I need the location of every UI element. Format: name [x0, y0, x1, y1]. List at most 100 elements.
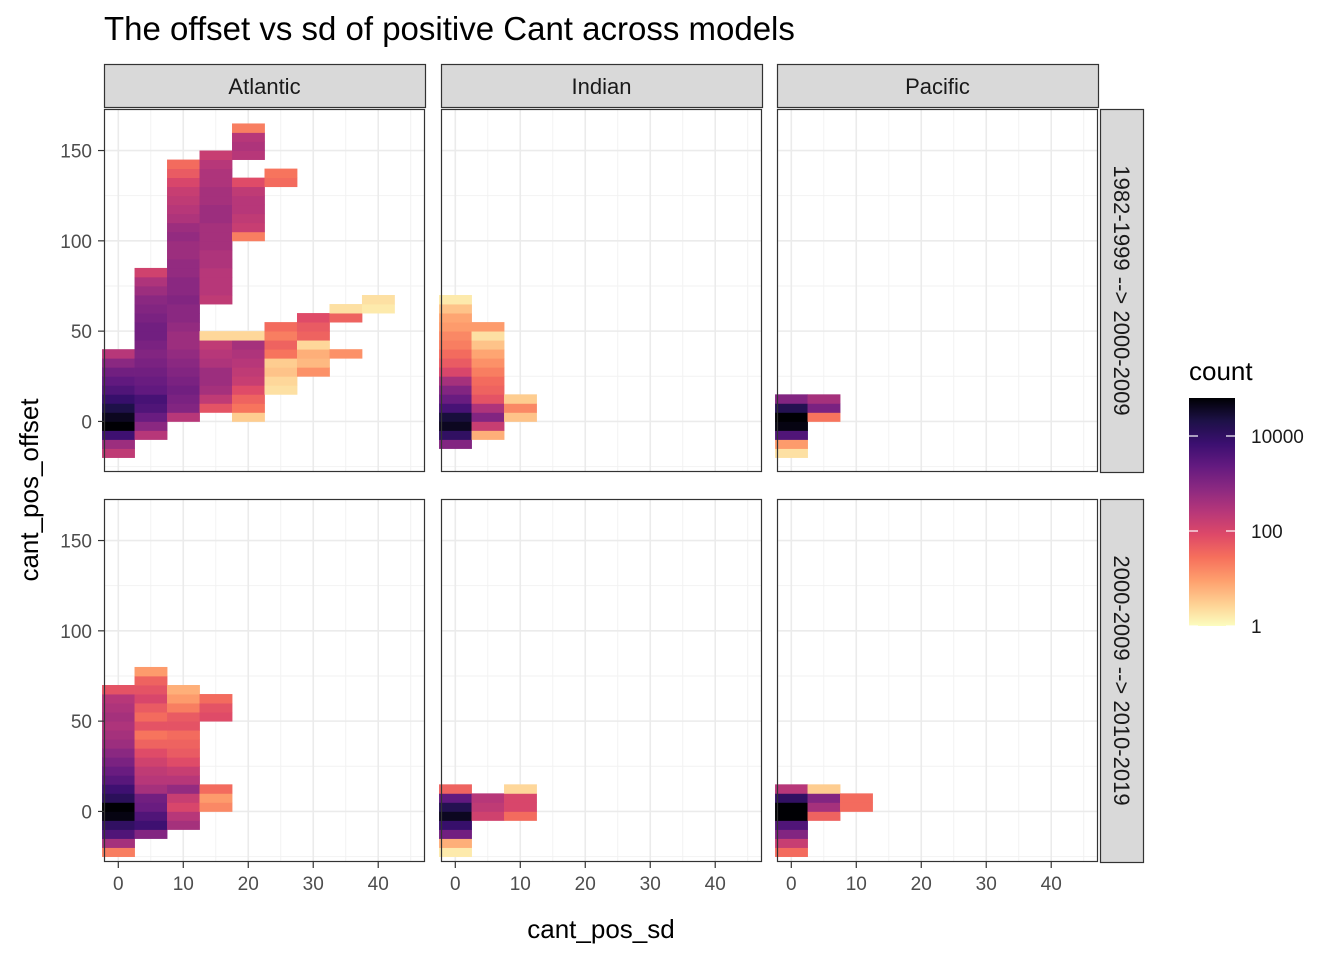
heatmap-tile: [102, 820, 135, 830]
panel-border: [440, 498, 763, 863]
heatmap-tile: [167, 159, 200, 169]
heatmap-tile: [199, 295, 233, 305]
panel-0-1: [439, 108, 763, 473]
x-tick-label: 30: [303, 874, 324, 895]
heatmap-tile: [471, 376, 505, 386]
heatmap-tile: [102, 775, 135, 785]
heatmap-tile: [167, 295, 200, 305]
heatmap-tile: [102, 367, 135, 377]
heatmap-tile: [167, 267, 200, 278]
heatmap-tile: [296, 340, 330, 350]
heatmap-tile: [134, 385, 168, 395]
heatmap-tile: [439, 793, 472, 803]
panel-border: [103, 108, 426, 473]
heatmap-tile: [439, 838, 472, 848]
heatmap-tile: [329, 349, 363, 359]
x-tick-label: 30: [976, 874, 997, 895]
y-axis-ticks: 0 50 100 150 0 50 100 150: [60, 142, 104, 823]
heatmap-tile: [102, 793, 135, 803]
heatmap-tile: [134, 784, 168, 794]
x-tick-label: 0: [786, 874, 797, 895]
heatmap-tile: [232, 412, 265, 422]
y-tick-label: 0: [81, 802, 92, 823]
heatmap-tile: [775, 784, 808, 794]
heatmap-tile: [199, 186, 233, 197]
heatmap-tile: [775, 439, 808, 449]
heatmap-tile: [199, 276, 233, 287]
heatmap-tile: [167, 240, 200, 251]
heatmap-tile: [439, 322, 472, 332]
heatmap-tile: [134, 703, 168, 713]
heatmap-tile: [232, 385, 265, 395]
heatmap-tile: [167, 222, 200, 233]
heatmap-tile: [471, 811, 505, 821]
heatmap-tile: [134, 694, 168, 704]
x-tick-label: 0: [450, 874, 461, 895]
heatmap-tile: [775, 838, 808, 848]
heatmap-tile: [167, 694, 200, 704]
heatmap-tile: [199, 213, 233, 224]
heatmap-tile: [167, 204, 200, 215]
heatmap-tile: [232, 358, 265, 368]
heatmap-tile: [439, 358, 472, 368]
legend-label: 1: [1251, 617, 1262, 638]
heatmap-tile: [102, 712, 135, 722]
panel-0-0: [102, 108, 426, 473]
heatmap-tile: [199, 159, 233, 169]
heatmap-tile: [439, 847, 472, 857]
heatmap-tile: [102, 349, 135, 359]
heatmap-tile: [471, 322, 505, 332]
heatmap-tile: [134, 757, 168, 767]
heatmap-tile: [264, 367, 298, 377]
x-tick-label: 30: [640, 874, 661, 895]
heatmap-tile: [102, 448, 135, 458]
heatmap-tile: [167, 394, 200, 404]
heatmap-tile: [439, 376, 472, 386]
heatmap-tile: [102, 838, 135, 848]
heatmap-tile: [199, 204, 233, 215]
heatmap-tile: [775, 421, 808, 431]
heatmap-tile: [439, 829, 472, 839]
heatmap-tile: [439, 304, 472, 314]
heatmap-tile: [232, 177, 265, 188]
heatmap-tile: [199, 168, 233, 179]
panel-1-2: [775, 498, 1099, 863]
heatmap-tile: [439, 439, 472, 449]
heatmap-tile: [329, 304, 363, 314]
y-tick-label: 0: [81, 412, 92, 433]
x-tick-label: 20: [911, 874, 932, 895]
heatmap-tile: [134, 793, 168, 803]
heatmap-tile: [102, 376, 135, 386]
heatmap-tile: [102, 748, 135, 758]
heatmap-tile: [134, 829, 168, 839]
heatmap-tile: [439, 412, 472, 422]
heatmap-tile: [232, 195, 265, 206]
heatmap-tile: [167, 177, 200, 188]
y-tick-label: 100: [60, 232, 92, 253]
heatmap-tile: [264, 331, 298, 341]
heatmap-tile: [199, 222, 233, 233]
heatmap-tile: [199, 267, 233, 278]
heatmap-tile: [167, 367, 200, 377]
heatmap-tile: [232, 222, 265, 233]
y-tick-label: 150: [60, 142, 92, 163]
heatmap-tile: [232, 403, 265, 413]
heatmap-tile: [504, 802, 537, 812]
heatmap-tile: [102, 730, 135, 740]
heatmap-tile: [439, 784, 472, 794]
heatmap-tile: [167, 285, 200, 296]
heatmap-tile: [199, 394, 233, 404]
heatmap-tile: [134, 322, 168, 332]
heatmap-tile: [134, 739, 168, 749]
chart-title: The offset vs sd of positive Cant across…: [104, 10, 795, 47]
x-axis-ticks: 0 10 20 30 40 0 10 20 30 40 0 10 20 30 40: [113, 862, 1062, 895]
heatmap-tile: [102, 757, 135, 767]
heatmap-tile: [134, 267, 168, 278]
heatmap-tile: [199, 285, 233, 296]
heatmap-tile: [199, 349, 233, 359]
heatmap-tile: [439, 802, 472, 812]
legend-label: 10000: [1251, 427, 1304, 448]
heatmap-tile: [134, 276, 168, 287]
heatmap-tile: [361, 304, 395, 314]
heatmap-tile: [134, 666, 168, 677]
